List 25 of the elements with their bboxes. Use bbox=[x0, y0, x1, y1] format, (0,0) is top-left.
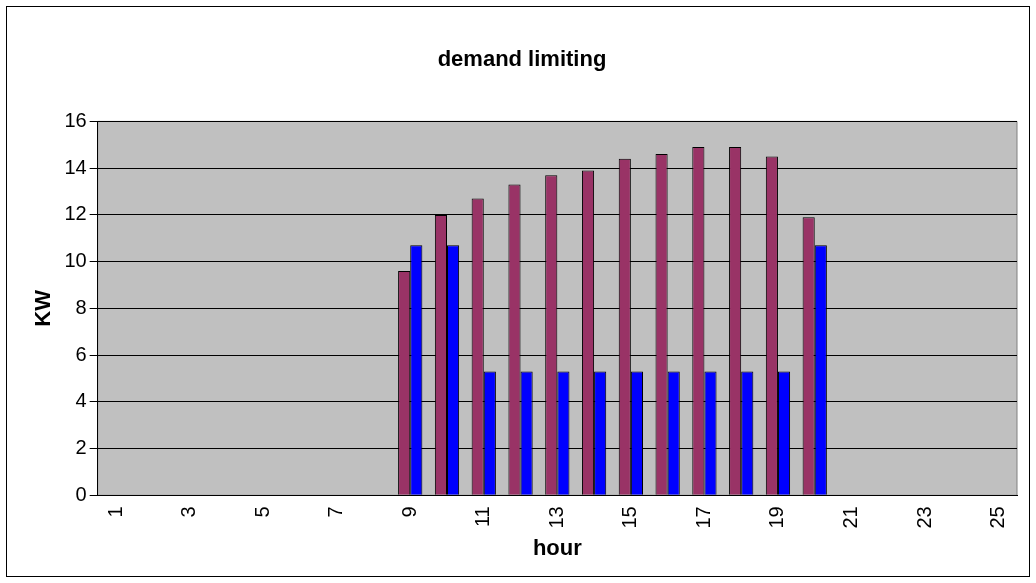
x-tick-label: 9 bbox=[397, 506, 420, 518]
y-axis-title: KW bbox=[30, 289, 56, 327]
y-tick-label: 10 bbox=[64, 249, 87, 272]
x-tick-label: 5 bbox=[250, 506, 273, 518]
x-tick-label: 15 bbox=[618, 506, 641, 529]
x-tick-label: 21 bbox=[839, 506, 862, 529]
x-axis-title: hour bbox=[532, 534, 583, 560]
x-tick-label: 19 bbox=[765, 506, 788, 529]
y-tick-label: 6 bbox=[75, 342, 87, 365]
x-tick-label: 13 bbox=[544, 506, 567, 529]
y-tick-label: 14 bbox=[64, 155, 87, 178]
x-tick-label: 3 bbox=[177, 506, 200, 518]
x-tick-label: 25 bbox=[986, 506, 1009, 529]
y-tick-label: 4 bbox=[75, 389, 87, 412]
x-tick-label: 11 bbox=[471, 506, 494, 528]
x-tick-label: 23 bbox=[912, 506, 935, 529]
x-tick-label: 1 bbox=[103, 506, 126, 518]
y-tick-label: 0 bbox=[75, 482, 87, 505]
y-tick-label: 8 bbox=[75, 295, 87, 318]
y-tick-label: 12 bbox=[64, 202, 87, 225]
y-tick-label: 2 bbox=[75, 436, 87, 459]
y-tick-label: 16 bbox=[64, 108, 87, 131]
x-tick-label: 7 bbox=[324, 506, 347, 518]
x-tick-label: 17 bbox=[691, 506, 714, 529]
chart-title: demand limiting bbox=[437, 46, 607, 72]
